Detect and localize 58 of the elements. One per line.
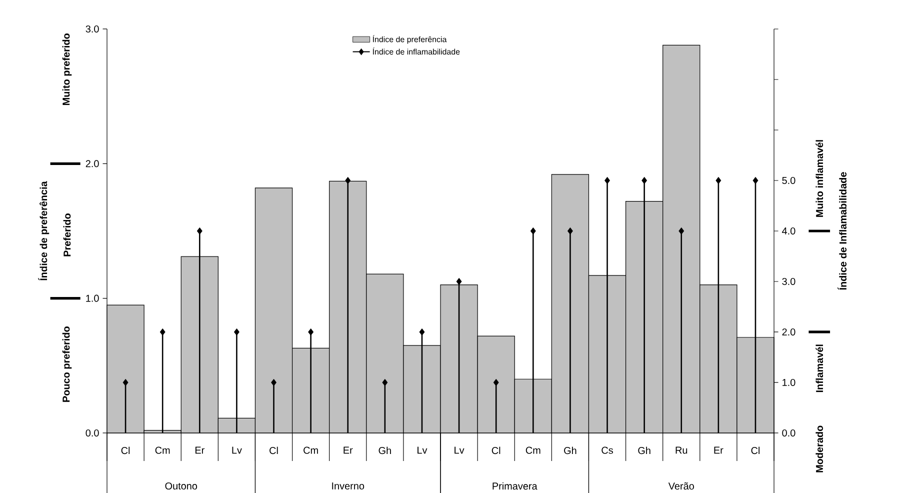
point — [197, 228, 202, 234]
point — [456, 278, 462, 285]
y2-tick-label: 2.0 — [782, 328, 796, 336]
x-tick-label: Lv — [418, 446, 428, 454]
x-tick-label: Cs — [602, 446, 613, 454]
x-tick-label: Cm — [304, 446, 318, 454]
text: Inflamavél — [816, 344, 824, 392]
y2-tick-label: 0.0 — [782, 429, 796, 436]
text: Primavera — [492, 482, 538, 490]
y-tick-label: 1.0 — [86, 294, 99, 302]
point — [530, 228, 536, 234]
x-tick-label: Lv — [454, 446, 464, 454]
x-tick-label: Ru — [676, 446, 688, 454]
x-tick-label: Cl — [751, 446, 760, 454]
point — [678, 228, 684, 234]
point — [271, 379, 276, 386]
text: Outono — [165, 482, 198, 490]
point — [122, 379, 128, 386]
text: Muito inflamavél — [816, 140, 824, 217]
x-tick-label: Er — [344, 446, 353, 454]
x-tick-label: Cl — [270, 446, 278, 454]
x-tick-label: Er — [195, 446, 204, 454]
x-tick-label: Cm — [526, 446, 540, 454]
y2-tick-label: 5.0 — [782, 176, 796, 184]
y-tick-label: 0.0 — [86, 429, 99, 436]
x-tick-label: Gh — [378, 446, 391, 454]
y-tick-label: 3.0 — [86, 25, 99, 32]
point — [642, 177, 647, 184]
point — [308, 328, 314, 336]
x-tick-label: Cm — [155, 446, 170, 454]
point — [345, 177, 350, 184]
y-tick-label: 2.0 — [86, 160, 99, 168]
point — [604, 177, 610, 184]
point — [160, 328, 166, 336]
y2-tick-label: 4.0 — [782, 227, 796, 234]
x-tick-label: Cl — [121, 446, 130, 454]
point — [752, 177, 758, 184]
x-tick-label: Lv — [232, 446, 242, 454]
text: Muito preferido — [62, 33, 72, 105]
text: Moderado — [816, 426, 824, 472]
point — [494, 379, 499, 386]
text: Verão — [668, 482, 694, 490]
point — [568, 228, 573, 234]
x-tick-label: Er — [714, 446, 724, 454]
x-tick-label: Cl — [492, 446, 500, 454]
point — [419, 328, 425, 336]
text: Pouco preferido — [62, 326, 72, 402]
y2-tick-label: 1.0 — [782, 378, 796, 386]
text: Preferido — [63, 213, 71, 256]
y-axis-title: Índice de preferência — [38, 180, 50, 280]
point — [234, 328, 240, 336]
x-tick-label: Gh — [564, 446, 576, 454]
x-tick-label: Gh — [638, 446, 650, 454]
y2-tick-label: 3.0 — [782, 278, 796, 285]
text: Inverno — [332, 482, 364, 490]
point — [382, 379, 388, 386]
point — [716, 177, 722, 184]
y2-axis-title: Índice de Inflamabilidade — [838, 172, 847, 290]
